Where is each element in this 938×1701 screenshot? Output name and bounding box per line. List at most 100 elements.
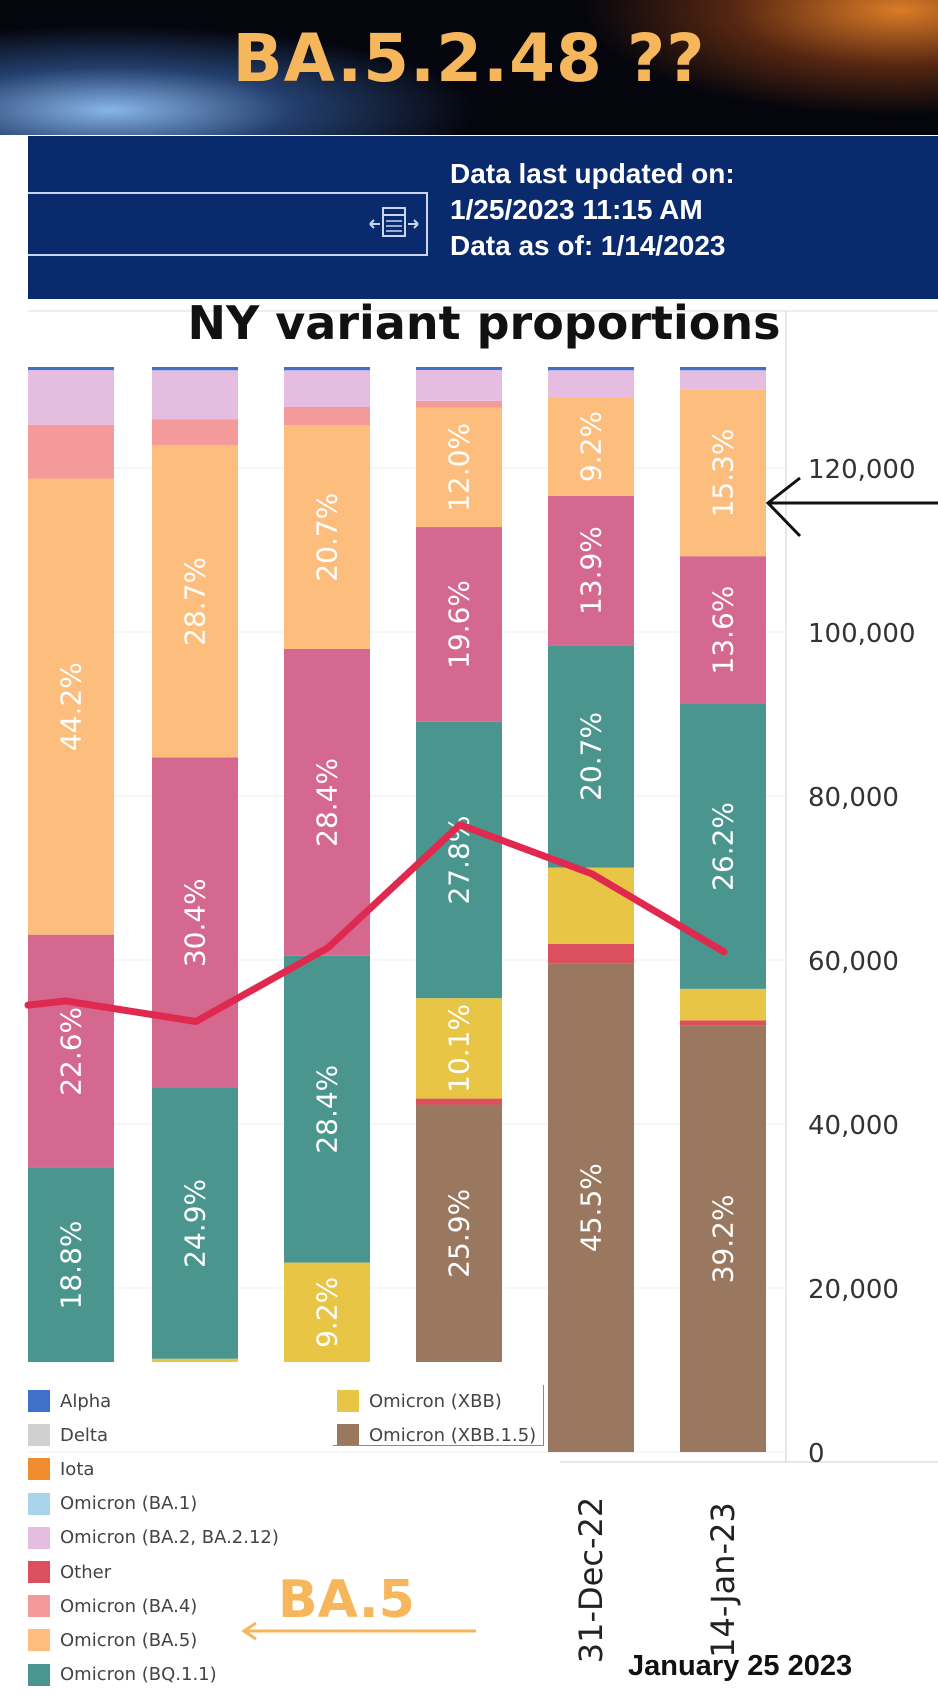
pointer-arrow-head	[765, 476, 802, 538]
legend-swatch	[28, 1595, 50, 1618]
bar-segment-ba5	[152, 445, 238, 758]
bar-segment-ba275	[28, 934, 114, 1168]
update-info: Data last updated on: 1/25/2023 11:15 AM…	[450, 156, 735, 264]
legend-swatch	[28, 1561, 50, 1583]
y-tick-label: 20,000	[808, 1275, 899, 1305]
bar-data-label: 22.6%	[55, 1007, 88, 1096]
update-line-3: Data as of: 1/14/2023	[450, 230, 726, 261]
bar-segment-xbb15	[548, 963, 634, 1452]
cases-line	[24, 821, 728, 1025]
bar-data-label: 10.1%	[443, 1004, 476, 1093]
legend-item[interactable]: Omicron (BQ.1.1)	[28, 1662, 217, 1688]
bar-segment-alpha	[284, 367, 370, 371]
bar-segment-ba275	[548, 495, 634, 646]
legend-label: Omicron (BQ.1.1)	[60, 1664, 217, 1686]
update-line-2: 1/25/2023 11:15 AM	[450, 194, 703, 225]
bar-segment-ba2	[284, 370, 370, 407]
chart-title: NY variant proportions	[187, 296, 781, 350]
legend-swatch	[28, 1458, 50, 1481]
bar-data-label: 20.7%	[311, 493, 344, 582]
legend-swatch	[28, 1424, 50, 1447]
bar-data-label: 19.6%	[443, 580, 476, 669]
bar-segment-xbb	[548, 867, 634, 944]
bar-data-label: 18.8%	[55, 1221, 88, 1310]
legend-swatch	[28, 1526, 50, 1549]
legend-label: Omicron (BA.1)	[60, 1493, 198, 1515]
bar-segment-ba2	[152, 370, 238, 420]
legend-swatch	[28, 1663, 50, 1686]
bar-data-label: 39.2%	[707, 1194, 740, 1283]
bar-segment-bq11	[152, 1087, 238, 1359]
bar-segment-alpha	[28, 367, 114, 371]
filter-box[interactable]	[28, 192, 428, 256]
bar-segment-other	[416, 1098, 502, 1105]
legend-item[interactable]: Omicron (XBB.1.5)	[337, 1422, 536, 1448]
legend-item[interactable]: Omicron (XBB)	[337, 1388, 502, 1414]
bar-segment-ba4	[28, 424, 114, 479]
data-table-icon[interactable]	[368, 204, 420, 244]
bar-data-label: 12.0%	[443, 423, 476, 512]
y-tick-label: 100,000	[808, 619, 916, 649]
legend-item[interactable]: Omicron (BA.1)	[28, 1491, 197, 1517]
bar-segment-ba275	[152, 757, 238, 1088]
bar-data-label: 26.2%	[707, 802, 740, 891]
legend-item[interactable]: Delta	[28, 1422, 108, 1448]
bar-data-label: 9.2%	[311, 1277, 344, 1348]
legend-swatch	[337, 1424, 359, 1447]
bar-data-label: 13.9%	[575, 526, 608, 615]
bar-segment-bq11	[416, 721, 502, 999]
bar-segment-alpha	[548, 367, 634, 371]
bar-segment-ba2	[680, 370, 766, 390]
legend-item[interactable]: Iota	[28, 1456, 94, 1482]
bar-data-label: 28.4%	[311, 1065, 344, 1154]
legend-divider	[333, 1385, 544, 1446]
legend-item[interactable]: Omicron (BA.5)	[28, 1627, 197, 1653]
bar-data-label: 44.2%	[55, 662, 88, 751]
y-tick-label: 0	[808, 1439, 825, 1469]
legend-item[interactable]: Alpha	[28, 1388, 111, 1414]
legend-swatch	[28, 1492, 50, 1515]
legend-item[interactable]: Other	[28, 1559, 111, 1585]
bar-data-label: 13.6%	[707, 586, 740, 675]
legend-label: Iota	[60, 1458, 95, 1480]
bar-segment-ba2	[416, 369, 502, 401]
date-caption: January 25 2023	[628, 1650, 853, 1682]
legend-swatch	[28, 1629, 50, 1652]
bar-segment-ba275	[284, 648, 370, 956]
bar-segment-ba5	[28, 478, 114, 935]
bar-segment-ba5	[680, 389, 766, 557]
legend-label: Delta	[60, 1424, 109, 1446]
y-tick-label: 80,000	[808, 783, 899, 813]
bar-data-label: 28.7%	[179, 557, 212, 646]
y-tick-label: 120,000	[808, 455, 916, 485]
bar-data-label: 30.4%	[179, 878, 212, 967]
bar-segment-ba4	[416, 400, 502, 408]
legend-item[interactable]: Omicron (BA.2, BA.2.12)	[28, 1525, 279, 1551]
bar-data-label: 45.5%	[575, 1163, 608, 1252]
bar-data-label: 9.2%	[575, 411, 608, 482]
bar-segment-xbb	[680, 988, 766, 1021]
legend-label: Omicron (BA.4)	[60, 1595, 198, 1617]
bar-segment-xbb15	[416, 1104, 502, 1362]
legend-label: Omicron (XBB)	[369, 1390, 502, 1412]
bar-segment-ba275	[680, 556, 766, 705]
y-tick-label: 40,000	[808, 1111, 899, 1141]
legend-label: Alpha	[60, 1390, 112, 1412]
bar-segment-ba5	[548, 397, 634, 496]
header-banner: BA.5.2.48 ??	[0, 0, 938, 135]
bar-segment-bq11	[548, 645, 634, 868]
info-bar: Data last updated on: 1/25/2023 11:15 AM…	[28, 136, 938, 299]
bar-segment-ba4	[152, 419, 238, 446]
x-tick-label: 14-Jan-23	[704, 1502, 742, 1658]
legend-item[interactable]: Omicron (BA.4)	[28, 1593, 197, 1619]
x-tick-label: 31-Dec-22	[572, 1497, 610, 1663]
bar-segment-ba275	[416, 527, 502, 722]
bar-data-label: 28.4%	[311, 758, 344, 847]
bar-segment-ba4	[284, 406, 370, 426]
bar-data-label: 24.9%	[179, 1179, 212, 1268]
bar-segment-bq11	[680, 704, 766, 989]
legend-label: Omicron (BA.5)	[60, 1629, 198, 1651]
bar-segment-xbb	[284, 1262, 370, 1362]
banner-title: BA.5.2.48 ??	[232, 20, 706, 97]
ba5-arrow-icon	[241, 1621, 476, 1641]
